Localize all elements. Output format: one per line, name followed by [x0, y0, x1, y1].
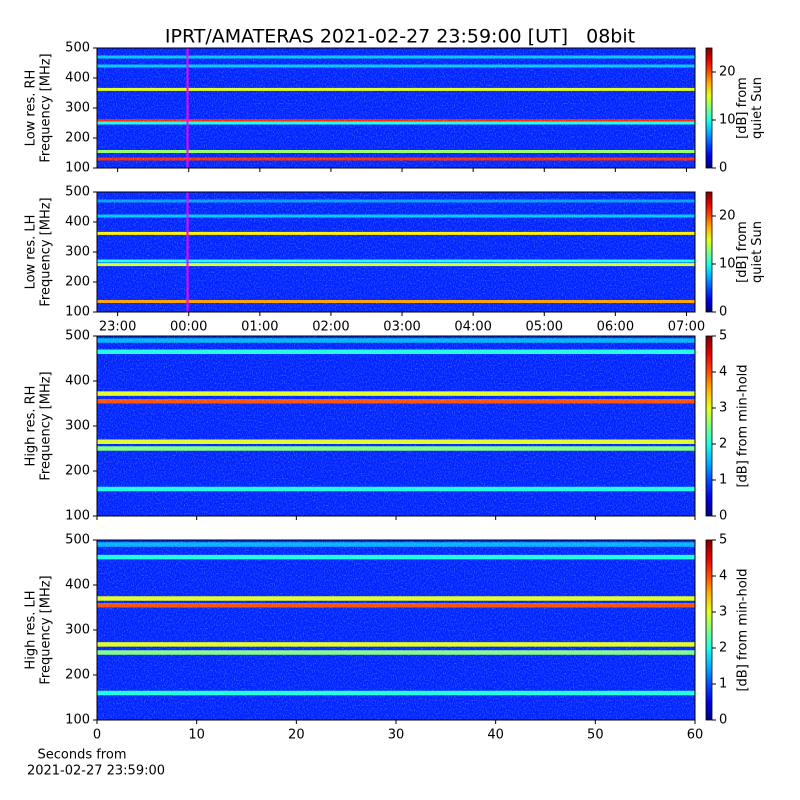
y-axis-label: Frequency [MHz] — [39, 575, 54, 684]
x-tick-label: 00:00 — [170, 320, 207, 335]
noise-texture — [97, 540, 695, 720]
y-tick-label: 200 — [65, 464, 90, 479]
colorbar-tick-label: 1 — [719, 677, 727, 692]
y-axis-label: Frequency [MHz] — [39, 53, 54, 162]
x-tick-label: 06:00 — [597, 320, 634, 335]
colorbar-label: [dB] from — [735, 77, 750, 139]
x-tick-label: 10 — [188, 728, 205, 743]
colorbar-label: quiet Sun — [750, 77, 765, 139]
colorbar — [705, 191, 713, 313]
y-tick-label: 100 — [65, 509, 90, 524]
colorbar-tick-label: 2 — [719, 437, 727, 452]
x-tick-label: 04:00 — [454, 320, 491, 335]
x-tick-label: 30 — [388, 728, 405, 743]
y-axis-label: Frequency [MHz] — [39, 197, 54, 306]
plot-area — [97, 192, 695, 312]
plot-area — [97, 540, 695, 720]
x-tick-label: 0 — [93, 728, 101, 743]
y-tick-label: 300 — [65, 623, 90, 638]
noise-texture — [97, 336, 695, 516]
colorbar-tick-label: 4 — [719, 365, 727, 380]
y-tick-label: 400 — [65, 215, 90, 230]
y-tick-label: 100 — [65, 713, 90, 728]
y-tick-label: 300 — [65, 419, 90, 434]
y-axis-label: Low res. RH — [24, 70, 39, 147]
colorbar-tick-label: 2 — [719, 641, 727, 656]
colorbar — [705, 539, 713, 721]
colorbar — [705, 335, 713, 517]
y-tick-label: 200 — [65, 668, 90, 683]
y-axis-label: High res. RH — [24, 386, 39, 467]
colorbar-tick-label: 4 — [719, 569, 727, 584]
y-axis-label: Low res. LH — [24, 215, 39, 290]
y-tick-label: 300 — [65, 101, 90, 116]
colorbar-tick-label: 20 — [719, 65, 736, 80]
y-tick-label: 200 — [65, 131, 90, 146]
x-tick-label: 03:00 — [383, 320, 420, 335]
y-tick-label: 400 — [65, 374, 90, 389]
y-tick-label: 300 — [65, 245, 90, 260]
y-tick-label: 200 — [65, 275, 90, 290]
colorbar — [705, 47, 713, 169]
y-axis-label: Frequency [MHz] — [39, 371, 54, 480]
colorbar-label: [dB] from — [735, 221, 750, 283]
x-tick-label: 05:00 — [526, 320, 563, 335]
colorbar-label: quiet Sun — [750, 221, 765, 283]
y-tick-label: 500 — [65, 41, 90, 56]
colorbar-label: [dB] from min-hold — [736, 568, 751, 691]
chart-title: IPRT/AMATERAS 2021-02-27 23:59:00 [UT] 0… — [165, 26, 635, 48]
x-tick-label: 02:00 — [312, 320, 349, 335]
colorbar-tick-label: 20 — [719, 209, 736, 224]
noise-texture — [97, 192, 695, 312]
x-axis-label: 2021-02-27 23:59:00 — [27, 764, 165, 779]
y-axis-label: High res. LH — [24, 590, 39, 669]
colorbar-tick-label: 0 — [719, 509, 727, 524]
colorbar-tick-label: 10 — [719, 113, 736, 128]
colorbar-tick-label: 3 — [719, 605, 727, 620]
colorbar-tick-label: 0 — [719, 713, 727, 728]
colorbar-tick-label: 10 — [719, 257, 736, 272]
plot-area — [97, 48, 695, 168]
colorbar-tick-label: 0 — [719, 305, 727, 320]
x-tick-label: 50 — [587, 728, 604, 743]
colorbar-tick-label: 5 — [719, 533, 727, 548]
plot-area — [97, 336, 695, 516]
colorbar-tick-label: 1 — [719, 473, 727, 488]
y-tick-label: 100 — [65, 161, 90, 176]
noise-texture — [97, 48, 695, 168]
y-tick-label: 500 — [65, 533, 90, 548]
y-tick-label: 100 — [65, 305, 90, 320]
x-axis-label: Seconds from — [37, 748, 126, 763]
x-tick-label: 20 — [288, 728, 305, 743]
y-tick-label: 400 — [65, 71, 90, 86]
y-tick-label: 500 — [65, 185, 90, 200]
x-tick-label: 07:00 — [668, 320, 705, 335]
x-tick-label: 01:00 — [241, 320, 278, 335]
colorbar-tick-label: 5 — [719, 329, 727, 344]
x-tick-label: 60 — [687, 728, 704, 743]
colorbar-tick-label: 3 — [719, 401, 727, 416]
x-tick-label: 23:00 — [99, 320, 136, 335]
y-tick-label: 500 — [65, 329, 90, 344]
y-tick-label: 400 — [65, 578, 90, 593]
x-tick-label: 40 — [487, 728, 504, 743]
colorbar-tick-label: 0 — [719, 161, 727, 176]
colorbar-label: [dB] from min-hold — [736, 364, 751, 487]
